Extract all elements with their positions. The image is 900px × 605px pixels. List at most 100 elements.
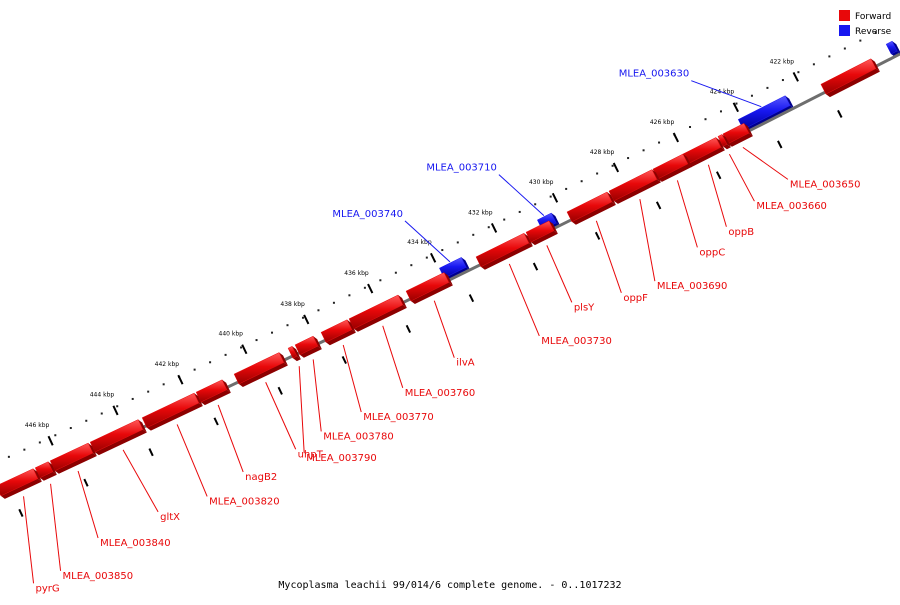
gene-label[interactable]: MLEA_003690 — [657, 281, 728, 292]
scale-tick — [672, 132, 680, 143]
gene-label[interactable]: MLEA_003840 — [100, 538, 171, 549]
gene-block[interactable] — [287, 345, 301, 362]
scale-tick-label: 428 kbp — [590, 149, 615, 156]
scale-dot — [394, 271, 397, 274]
gene-label[interactable]: MLEA_003780 — [323, 431, 394, 442]
scale-dot — [859, 39, 862, 42]
scale-tick-label: 422 kbp — [770, 58, 795, 65]
gene-block[interactable] — [439, 257, 471, 282]
gene-leader-line — [77, 470, 99, 539]
gene-block[interactable] — [405, 272, 453, 305]
gene-label[interactable]: MLEA_003650 — [790, 179, 861, 190]
gene-label[interactable]: oppC — [699, 247, 725, 258]
scale-tick-label: 440 kbp — [219, 331, 244, 338]
gene-block[interactable] — [475, 232, 533, 270]
map-title: Mycoplasma leachii 99/014/6 complete gen… — [278, 580, 621, 591]
gene-label[interactable]: ilvA — [456, 358, 474, 369]
scale-dot — [503, 218, 506, 221]
scale-dot — [750, 94, 753, 97]
scale-dot — [719, 110, 722, 113]
scale-tick — [430, 252, 437, 263]
gene-label[interactable]: MLEA_003740 — [332, 209, 403, 220]
inner-tick — [655, 201, 662, 210]
gene-block[interactable] — [89, 419, 147, 456]
gene-block[interactable] — [0, 468, 42, 499]
scale-dot — [363, 286, 366, 289]
gene-label[interactable]: MLEA_003770 — [363, 412, 434, 423]
gene-leader-line — [382, 325, 404, 388]
gene-label[interactable]: pyrG — [36, 583, 60, 594]
scale-tick — [732, 102, 739, 113]
gene-block[interactable] — [652, 153, 692, 182]
scale-dot — [487, 226, 490, 229]
scale-tick-label: 432 kbp — [468, 209, 493, 216]
scale-dot — [379, 279, 382, 282]
gene-leader-line — [50, 483, 62, 571]
scale-dot — [797, 71, 800, 74]
gene-block[interactable] — [566, 191, 616, 225]
scale-dot — [766, 86, 769, 89]
gene-leader-line — [265, 382, 297, 450]
gene-label[interactable]: MLEA_003660 — [756, 201, 827, 212]
gene-label[interactable]: uhpT — [298, 449, 324, 460]
gene-leader-line — [691, 80, 762, 108]
gene-label[interactable]: MLEA_003850 — [63, 571, 134, 582]
gene-block[interactable] — [34, 461, 57, 481]
gene-block[interactable] — [320, 319, 356, 346]
inner-tick — [837, 109, 843, 118]
gene-label[interactable]: nagB2 — [245, 472, 277, 483]
gene-label[interactable]: MLEA_003730 — [541, 336, 612, 347]
gene-label[interactable]: oppF — [623, 293, 648, 304]
inner-tick — [594, 231, 601, 240]
scale-dot — [54, 434, 57, 437]
scale-dot — [162, 383, 165, 386]
gene-leader-line — [342, 344, 362, 413]
scale-dot — [596, 172, 599, 175]
scale-dot — [456, 241, 459, 244]
gene-block[interactable] — [195, 379, 231, 406]
gene-block[interactable] — [525, 220, 558, 246]
gene-block[interactable] — [717, 134, 731, 150]
gene-block[interactable] — [294, 335, 322, 358]
gene-leader-line — [298, 366, 305, 454]
gene-label[interactable]: gltX — [160, 512, 180, 523]
inner-tick — [405, 324, 412, 333]
gene-leader-line — [707, 164, 727, 227]
gene-block[interactable] — [722, 122, 753, 147]
gene-label[interactable]: MLEA_003790 — [306, 453, 377, 464]
gene-leader-line — [312, 359, 322, 432]
inner-tick — [777, 140, 783, 149]
scale-tick — [490, 223, 498, 233]
gene-label[interactable]: plsY — [574, 302, 595, 313]
gene-block[interactable] — [820, 58, 880, 98]
scale-dot — [69, 427, 72, 430]
scale-dot — [874, 31, 877, 34]
gene-block[interactable] — [737, 95, 795, 133]
scale-dot — [843, 47, 846, 50]
gene-block[interactable] — [141, 392, 203, 431]
scale-tick-label: 444 kbp — [90, 392, 115, 399]
inner-ticks — [18, 109, 843, 518]
gene-leader-line — [433, 300, 455, 358]
scale-tick-label: 442 kbp — [155, 361, 180, 368]
gene-label[interactable]: MLEA_003710 — [426, 163, 497, 174]
gene-label[interactable]: MLEA_003630 — [619, 69, 690, 80]
gene-leader-line — [742, 146, 789, 180]
gene-label[interactable]: oppB — [728, 227, 754, 238]
gene-block[interactable] — [348, 294, 407, 332]
scale-dot — [255, 339, 258, 342]
inner-tick — [18, 508, 24, 518]
gene-label[interactable]: MLEA_003820 — [209, 496, 280, 507]
gene-block[interactable] — [233, 352, 288, 387]
scale-dot — [116, 405, 119, 408]
gene-leader-line — [546, 245, 573, 303]
gene-block[interactable] — [608, 169, 661, 204]
scale-dot — [658, 141, 661, 144]
gene-block[interactable] — [49, 442, 97, 474]
scale-dot — [812, 63, 815, 66]
scale-dot — [38, 441, 41, 444]
gene-leader-line — [404, 220, 451, 263]
gene-leader-line — [676, 180, 698, 248]
gene-label[interactable]: MLEA_003760 — [405, 388, 476, 399]
